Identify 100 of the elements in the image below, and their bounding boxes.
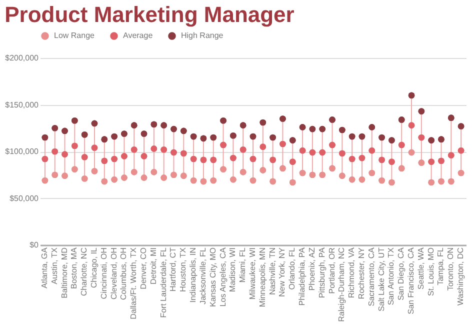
point: [101, 178, 108, 185]
point: [319, 172, 326, 178]
point: [428, 179, 434, 186]
point: [260, 144, 266, 150]
x-tick-label: Richmond, VA: [347, 246, 356, 298]
point: [329, 165, 336, 172]
x-tick-label: Jacksonville, FL: [198, 246, 208, 304]
point: [368, 147, 376, 154]
point: [438, 158, 444, 164]
point: [368, 170, 376, 176]
x-tick-label: Columbus, OH: [119, 247, 128, 300]
point: [91, 120, 98, 127]
y-tick-label: $200,000: [5, 54, 40, 62]
point: [160, 122, 167, 128]
point: [339, 150, 346, 157]
point: [319, 126, 326, 132]
point: [180, 128, 187, 134]
point: [448, 152, 454, 158]
point: [368, 124, 376, 130]
point: [111, 176, 118, 183]
x-tick-label: Hartford, CT: [168, 247, 178, 292]
point: [160, 174, 167, 181]
point: [289, 158, 296, 165]
x-tick-label: Seattle, WA: [416, 246, 426, 290]
point: [388, 158, 395, 165]
point: [42, 156, 48, 162]
point: [448, 114, 454, 121]
x-tick-label: Nashville, TN: [268, 247, 277, 295]
x-tick-label: Cincinnati, OH: [99, 247, 108, 300]
x-tick-label: San Francisco, CA: [406, 246, 416, 314]
point: [101, 136, 108, 142]
point: [200, 156, 207, 164]
x-tick-label: Los Angeles, CA: [218, 246, 228, 307]
point: [348, 156, 356, 162]
point: [101, 158, 108, 164]
x-tick-label: St. Louis, MO: [426, 248, 436, 296]
point: [398, 116, 405, 123]
point: [121, 174, 128, 181]
point: [250, 133, 256, 140]
point: [150, 146, 158, 152]
point: [140, 153, 148, 160]
point: [180, 150, 187, 157]
point: [378, 156, 385, 164]
x-tick-label: Denver, CO: [139, 248, 148, 290]
x-tick-label: Dallas/Ft. Worth, TX: [129, 246, 138, 320]
point: [398, 165, 405, 172]
point: [81, 154, 88, 160]
x-tick-label: Baltimore, MD: [60, 247, 69, 298]
x-tick-label: Minneapolis, MN: [258, 247, 267, 308]
point: [438, 136, 444, 142]
x-tick-label: San Antonio, TX: [386, 246, 396, 306]
x-tick-label: Detroit, MI: [148, 248, 158, 284]
point: [408, 149, 415, 156]
point: [150, 121, 158, 128]
y-tick-label: $50,000: [10, 194, 40, 203]
point: [458, 147, 464, 154]
x-tick-label: Charlotte, NC: [80, 247, 89, 296]
point: [170, 126, 177, 132]
point: [240, 168, 246, 176]
point: [270, 134, 276, 141]
x-tick-label: Kansas City, MO: [208, 248, 218, 307]
point: [418, 108, 425, 114]
y-tick-label: $100,000: [5, 147, 40, 156]
point: [62, 128, 68, 134]
point: [260, 119, 266, 126]
point: [230, 154, 236, 162]
x-tick-label: San Diego, CA: [396, 246, 406, 300]
point: [348, 176, 356, 183]
point: [81, 132, 88, 138]
legend-label: Average: [123, 31, 154, 40]
point: [428, 158, 434, 165]
x-tick-label: Indianapolis, IN: [188, 247, 198, 303]
point: [250, 177, 256, 184]
point: [329, 116, 336, 123]
legend-label: High Range: [181, 31, 224, 40]
point: [458, 123, 464, 130]
x-tick-label: Pittsburgh, PA: [317, 246, 326, 298]
point: [72, 142, 78, 150]
point: [210, 156, 217, 164]
point: [408, 122, 415, 128]
point: [329, 142, 336, 148]
point: [200, 178, 207, 185]
point: [378, 134, 385, 141]
point: [289, 137, 296, 144]
point: [299, 124, 306, 130]
y-tick-label: $150,000: [5, 100, 40, 110]
x-tick-label: Atlanta, GA: [40, 246, 49, 288]
point: [289, 179, 296, 186]
point: [280, 116, 286, 122]
point: [448, 178, 454, 185]
point: [121, 153, 128, 160]
x-tick-label: Sacramento, CA: [366, 246, 376, 306]
x-tick-label: Cleveland, OH: [109, 247, 118, 300]
point: [200, 135, 207, 142]
point: [91, 168, 98, 174]
chart-title: Product Marketing Manager: [4, 2, 295, 27]
point: [319, 149, 326, 156]
point: [190, 133, 197, 140]
point: [270, 178, 276, 185]
point: [358, 154, 366, 162]
